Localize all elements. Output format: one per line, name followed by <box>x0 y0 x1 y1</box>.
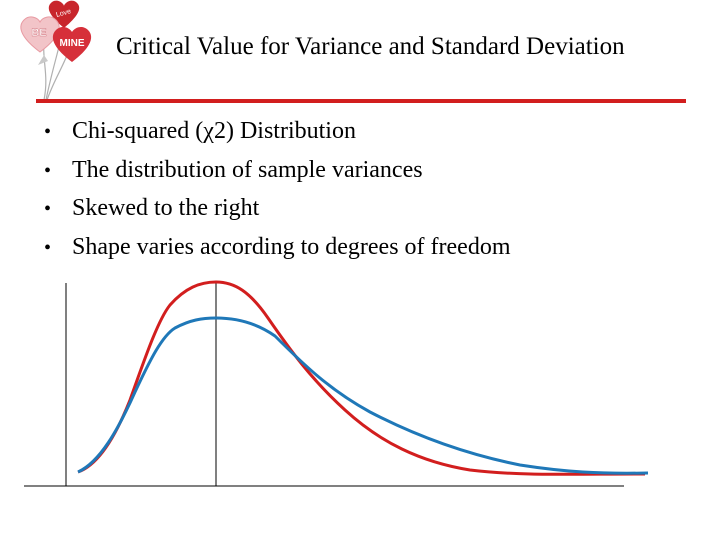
bullet-text: Skewed to the right <box>72 195 260 221</box>
bullet-item: • Skewed to the right <box>44 195 510 234</box>
bullet-item: • The distribution of sample variances <box>44 157 510 196</box>
title-underline-rule <box>36 99 686 103</box>
balloon-text-be: BE <box>31 27 46 39</box>
chi-squared-chart <box>24 280 649 487</box>
bullet-text: The distribution of sample variances <box>72 156 423 183</box>
bullet-list: • Chi-squared (χ2) Distribution • The dist… <box>44 118 510 272</box>
heart-balloon-mine <box>52 26 92 63</box>
balloon-text-love: Love <box>55 8 72 19</box>
bullet-marker: • <box>44 198 52 220</box>
bullet-item: • Chi-squared (χ2) Distribution <box>44 118 510 157</box>
bullet-item: • Shape varies according to degrees of fr… <box>44 234 510 273</box>
bullet-marker: • <box>44 159 52 182</box>
series-line-red <box>77 280 646 476</box>
series-line-blue <box>77 316 649 475</box>
bullet-marker: • <box>44 236 52 259</box>
bullet-marker: • <box>44 121 52 143</box>
heart-balloon-love <box>48 0 80 29</box>
bullet-text: Chi-squared (χ2) Distribution <box>72 118 356 144</box>
valentine-balloons-icon: Love BE MINE <box>20 0 92 101</box>
balloon-text-mine: MINE <box>60 38 85 49</box>
bullet-text: Shape varies according to degrees of fre… <box>72 233 511 260</box>
slide-title: Critical Value for Variance and Standard… <box>116 33 625 60</box>
